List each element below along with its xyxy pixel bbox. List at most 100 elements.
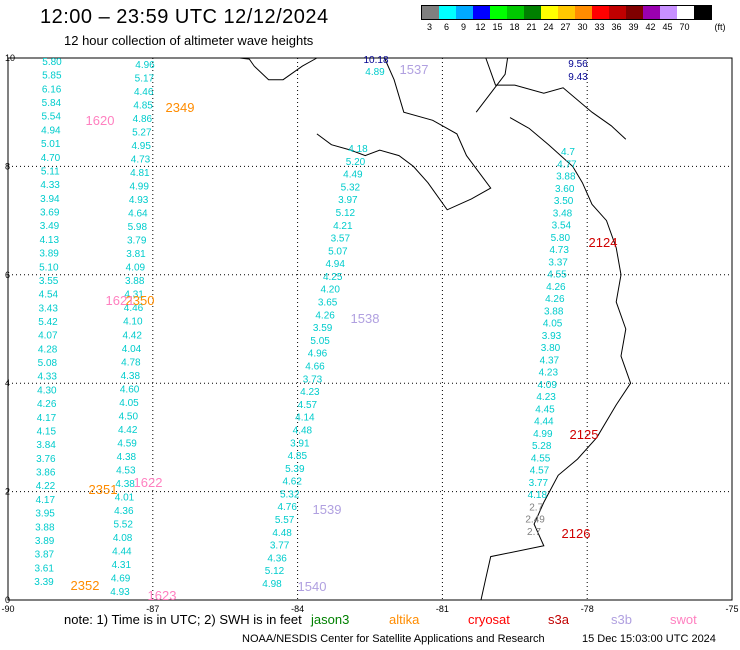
wave-height-value: 3.81 — [126, 249, 146, 260]
wave-height-value: 3.57 — [331, 234, 351, 245]
wave-height-value: 4.73 — [131, 155, 151, 166]
wave-height-value: 4.59 — [117, 438, 137, 449]
wave-height-value: 4.60 — [120, 384, 140, 395]
wave-height-value: 4.22 — [36, 481, 56, 492]
wave-height-value: 5.39 — [285, 464, 305, 475]
wave-height-value: 5.12 — [336, 208, 356, 219]
wave-height-value: 4.64 — [128, 209, 148, 220]
wave-height-value: 4.44 — [534, 417, 554, 428]
wave-height-value: 4.77 — [557, 159, 577, 170]
lon-tick-label: -87 — [146, 604, 159, 614]
coastline — [239, 57, 632, 601]
legend-unit: (ft) — [714, 22, 726, 32]
coastline-segment — [480, 117, 632, 601]
wave-height-value: 3.55 — [39, 276, 59, 287]
wave-height-value: 2.49 — [525, 515, 545, 526]
wave-height-value: 4.55 — [547, 270, 567, 281]
wave-height-value: 2.7 — [527, 527, 541, 538]
legend-swatch — [473, 6, 490, 19]
lon-tick-label: -75 — [725, 604, 738, 614]
pass-number: 1621 — [106, 293, 135, 308]
wave-height-value: 3.88 — [544, 306, 564, 317]
wave-height-value: 4.62 — [282, 477, 302, 488]
wave-height-value: 3.91 — [290, 438, 310, 449]
wave-height-value: 3.95 — [35, 509, 55, 520]
high-value-labels: 10.184.89 9.56 9.43 — [363, 55, 588, 83]
legend-label: 27 — [560, 22, 571, 32]
wave-height-value: 4.70 — [41, 153, 61, 164]
legend-swatch — [558, 6, 575, 19]
map-title: 12:00 – 23:59 UTC 12/12/2024 — [40, 6, 329, 28]
wave-height-value: 5.84 — [42, 98, 62, 109]
wave-height-value: 4.17 — [36, 495, 56, 506]
wave-height-value: 5.01 — [41, 139, 61, 150]
wave-height-value: 5.52 — [113, 519, 133, 530]
legend-swatch — [660, 6, 677, 19]
legend-swatch — [541, 6, 558, 19]
legend-swatch — [626, 6, 643, 19]
wave-height-value: 4.44 — [112, 547, 132, 558]
wave-height-value: 4.50 — [119, 411, 139, 422]
wave-height-value: 4.05 — [119, 398, 139, 409]
wave-height-value: 5.32 — [280, 489, 300, 500]
satellite-name: s3b — [611, 612, 632, 627]
satellite-name: s3a — [548, 612, 569, 627]
wave-height-value: 3.88 — [556, 172, 576, 183]
wave-height-value: 3.88 — [35, 522, 55, 533]
pass-number: 2126 — [562, 526, 591, 541]
wave-height-value: 4.30 — [37, 385, 57, 396]
wave-height-value: 3.48 — [553, 208, 573, 219]
legend-swatch — [490, 6, 507, 19]
wave-height-value: 4.31 — [112, 560, 132, 571]
wave-height-value: 4.66 — [305, 362, 325, 373]
wave-height-value: 5.27 — [132, 128, 152, 139]
wave-height-value: 4.57 — [530, 466, 550, 477]
legend-label: 39 — [628, 22, 639, 32]
wave-height-value: 3.49 — [40, 221, 60, 232]
wave-height-value: 4.13 — [40, 235, 60, 246]
legend-label: 18 — [509, 22, 520, 32]
wave-height-value: 5.10 — [39, 262, 59, 273]
wave-height-value: 3.94 — [40, 194, 60, 205]
lon-tick-label: -78 — [581, 604, 594, 614]
axis-tick-labels: 0 2 4 6 8 10 -90 -87 -84 -81 -78 -75 — [1, 53, 738, 614]
wave-height-value: 4.73 — [549, 245, 569, 256]
wave-height-value: 3.88 — [125, 276, 145, 287]
wave-height-value: 3.87 — [35, 550, 55, 561]
pass-number: 1623 — [148, 588, 177, 603]
wave-height-value: 2.7 — [529, 503, 543, 514]
wave-height-value: 3.89 — [35, 536, 55, 547]
wave-height-value: 4.26 — [315, 310, 335, 321]
wave-height-value: 4.36 — [114, 506, 134, 517]
pass-number: 1540 — [298, 579, 327, 594]
wave-height-value: 3.77 — [529, 478, 549, 489]
wave-height-value: 4.25 — [323, 272, 343, 283]
wave-height-value: 3.59 — [313, 323, 333, 334]
wave-height-value: 4.04 — [122, 344, 142, 355]
wave-height-value: 4.7 — [561, 147, 575, 158]
pass-number: 1539 — [313, 502, 342, 517]
wave-height-value: 3.43 — [38, 303, 58, 314]
legend-label: 9 — [460, 22, 466, 32]
wave-height-value: 4.20 — [320, 285, 340, 296]
wave-height-value: 5.08 — [38, 358, 58, 369]
wave-height-value: 3.76 — [36, 454, 56, 465]
map-border — [7, 57, 733, 601]
wave-height-value: 4.49 — [343, 170, 363, 181]
legend-swatches — [421, 5, 712, 20]
wave-height-value: 3.61 — [34, 563, 54, 574]
wave-height-value: 5.42 — [38, 317, 58, 328]
satellite-name: altika — [389, 612, 420, 627]
legend-swatch — [439, 6, 456, 19]
wave-height-value: 4.42 — [122, 330, 142, 341]
pass-number: 2124 — [589, 235, 618, 250]
wave-height-value: 4.07 — [38, 331, 58, 342]
wave-height-value: 4.96 — [308, 349, 328, 360]
pass-number: 2351 — [89, 482, 118, 497]
wave-height-value: 4.21 — [333, 221, 353, 232]
wave-height-value: 4.38 — [115, 479, 135, 490]
wave-height-value: 3.73 — [303, 374, 323, 385]
lat-tick-label: 2 — [5, 487, 10, 497]
wave-height-value: 3.80 — [541, 343, 561, 354]
